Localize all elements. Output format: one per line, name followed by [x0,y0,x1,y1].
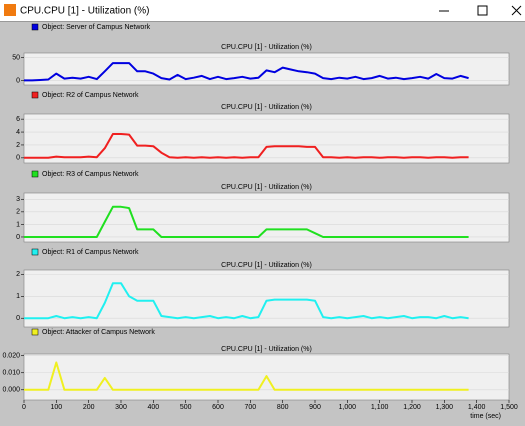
series-line [24,205,469,238]
y-tick-label: 1 [16,293,20,300]
app-icon [4,4,16,16]
legend-label: Object: Attacker of Campus Network [42,329,155,336]
x-tick-label: 900 [309,404,321,411]
x-tick-label: 0 [22,404,26,411]
y-tick-label: 0 [16,77,20,84]
y-tick-label: 2 [16,271,20,278]
y-tick-label: 3 [16,196,20,203]
legend-swatch [31,23,39,31]
y-tick-label: 0 [16,315,20,322]
x-tick-label: 400 [147,404,159,411]
x-tick-label: 800 [277,404,289,411]
x-tick-label: 1,000 [339,404,357,411]
x-tick-label: 1,300 [436,404,454,411]
plot-area [23,192,510,243]
x-tick-label: 700 [244,404,256,411]
chart-title: CPU.CPU [1] - Utilization (%) [221,346,312,353]
title-bar [0,0,525,21]
x-tick-label: 500 [180,404,192,411]
y-tick-label: 0.020 [2,353,20,360]
y-tick-label: 0 [16,155,20,162]
legend-label: Object: Server of Campus Network [42,24,151,31]
plot-area [23,52,510,86]
legend-swatch [31,328,39,336]
legend-swatch [31,170,39,178]
legend-swatch [31,91,39,99]
chart-title: CPU.CPU [1] - Utilization (%) [221,184,312,191]
legend-label: Object: R1 of Campus Network [42,249,139,256]
series-line [24,282,469,320]
x-axis-label: time (sec) [470,413,501,420]
x-tick-label: 300 [115,404,127,411]
y-tick-label: 0.010 [2,370,20,377]
maximize-button[interactable] [477,5,488,16]
x-tick-label: 1,100 [371,404,389,411]
plot-area [23,113,510,164]
series-line [24,62,469,82]
x-tick-label: 1,400 [468,404,486,411]
y-tick-label: 6 [16,116,20,123]
x-tick-label: 1,500 [500,404,518,411]
x-tick-label: 600 [212,404,224,411]
close-button[interactable] [511,5,522,16]
legend-label: Object: R2 of Campus Network [42,92,139,99]
y-tick-label: 2 [16,209,20,216]
x-tick-label: 200 [83,404,95,411]
series-line [24,361,469,391]
chart-title: CPU.CPU [1] - Utilization (%) [221,104,312,111]
series-line [24,133,469,159]
chart-title: CPU.CPU [1] - Utilization (%) [221,44,312,51]
y-tick-label: 1 [16,221,20,228]
y-tick-label: 0 [16,234,20,241]
window-title: CPU.CPU [1] - Utilization (%) [20,6,149,17]
y-tick-label: 50 [12,54,20,61]
chart-title: CPU.CPU [1] - Utilization (%) [221,262,312,269]
legend-swatch [31,248,39,256]
x-tick-label: 100 [50,404,62,411]
y-tick-label: 2 [16,142,20,149]
x-tick-label: 1,200 [403,404,421,411]
legend-label: Object: R3 of Campus Network [42,171,139,178]
y-tick-label: 0.000 [2,387,20,394]
y-tick-label: 4 [16,129,20,136]
